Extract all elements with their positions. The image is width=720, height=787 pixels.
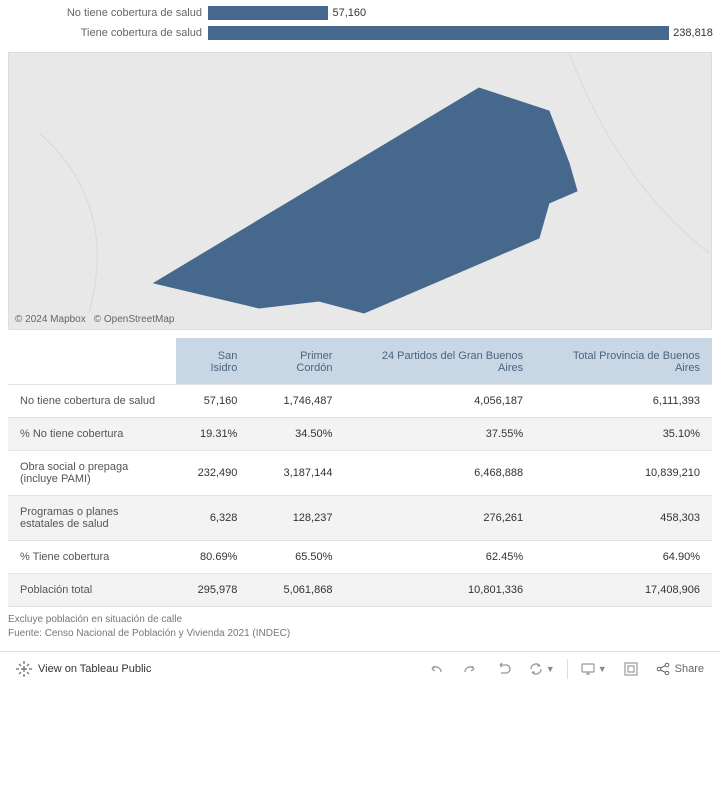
footer-note-1: Excluye población en situación de calle (8, 613, 712, 627)
table-cell: 6,111,393 (535, 384, 712, 417)
table-cell: 6,328 (176, 495, 249, 540)
table-cell: 3,187,144 (249, 450, 344, 495)
bar-row: No tiene cobertura de salud 57,160 (0, 4, 712, 22)
revert-button[interactable] (488, 655, 520, 683)
table-cell: 65.50% (249, 540, 344, 573)
redo-icon (462, 661, 478, 677)
table-cell: 34.50% (249, 417, 344, 450)
table-cell: 128,237 (249, 495, 344, 540)
share-button[interactable]: Share (649, 655, 710, 683)
revert-icon (496, 661, 512, 677)
table-column-header: 24 Partidos del Gran Buenos Aires (344, 338, 535, 384)
table-cell: 458,303 (535, 495, 712, 540)
table-cell: 4,056,187 (344, 384, 535, 417)
footer-notes: Excluye población en situación de calle … (8, 613, 712, 641)
table-row: % Tiene cobertura80.69%65.50%62.45%64.90… (8, 540, 712, 573)
chevron-down-icon: ▼ (598, 664, 607, 674)
table-cell: 19.31% (176, 417, 249, 450)
toolbar-separator (567, 659, 568, 679)
table-cell: 62.45% (344, 540, 535, 573)
map-panel[interactable]: © 2024 Mapbox© OpenStreetMap (8, 52, 712, 330)
table-cell: 64.90% (535, 540, 712, 573)
table-column-header: San Isidro (176, 338, 249, 384)
table-row: Programas o planes estatales de salud6,3… (8, 495, 712, 540)
bar-label: No tiene cobertura de salud (0, 7, 208, 19)
table-row-label: % Tiene cobertura (8, 540, 176, 573)
toolbar: View on Tableau Public ▼ ▼ Share (0, 651, 720, 687)
table-row-label: Obra social o prepaga (incluye PAMI) (8, 450, 176, 495)
table-row: Población total295,9785,061,86810,801,33… (8, 573, 712, 606)
bar-chart: No tiene cobertura de salud 57,160 Tiene c… (0, 0, 720, 48)
map-region-polygon (9, 53, 709, 330)
table-cell: 17,408,906 (535, 573, 712, 606)
chevron-down-icon: ▼ (546, 664, 555, 674)
table-cell: 6,468,888 (344, 450, 535, 495)
table-cell: 10,801,336 (344, 573, 535, 606)
table-cell: 80.69% (176, 540, 249, 573)
redo-button[interactable] (454, 655, 486, 683)
bar-track: 238,818 (208, 26, 712, 40)
bar-fill (208, 26, 669, 40)
table-column-header: Primer Cordón (249, 338, 344, 384)
refresh-icon (528, 661, 544, 677)
view-on-tableau-button[interactable]: View on Tableau Public (10, 655, 157, 683)
footer-note-2: Fuente: Censo Nacional de Población y Vi… (8, 627, 712, 641)
table-cell: 35.10% (535, 417, 712, 450)
data-table: San IsidroPrimer Cordón24 Partidos del G… (8, 338, 712, 607)
table-row-label: Programas o planes estatales de salud (8, 495, 176, 540)
map-attribution: © 2024 Mapbox© OpenStreetMap (15, 314, 183, 325)
bar-row: Tiene cobertura de salud 238,818 (0, 24, 712, 42)
table-row: Obra social o prepaga (incluye PAMI)232,… (8, 450, 712, 495)
table-column-header: Total Provincia de Buenos Aires (535, 338, 712, 384)
fullscreen-icon (623, 661, 639, 677)
device-icon (580, 661, 596, 677)
table-cell: 232,490 (176, 450, 249, 495)
table-cell: 5,061,868 (249, 573, 344, 606)
bar-label: Tiene cobertura de salud (0, 27, 208, 39)
table-cell: 276,261 (344, 495, 535, 540)
tableau-icon (16, 661, 32, 677)
share-icon (655, 661, 671, 677)
bar-value: 57,160 (328, 6, 366, 20)
table-row-label: Población total (8, 573, 176, 606)
table-row: % No tiene cobertura19.31%34.50%37.55%35… (8, 417, 712, 450)
table-corner (8, 338, 176, 384)
refresh-button[interactable]: ▼ (522, 655, 561, 683)
bar-track: 57,160 (208, 6, 712, 20)
table-cell: 295,978 (176, 573, 249, 606)
bar-value: 238,818 (669, 26, 713, 40)
undo-icon (428, 661, 444, 677)
table-cell: 37.55% (344, 417, 535, 450)
table-row-label: No tiene cobertura de salud (8, 384, 176, 417)
undo-button[interactable] (420, 655, 452, 683)
table-row-label: % No tiene cobertura (8, 417, 176, 450)
table-row: No tiene cobertura de salud57,1601,746,4… (8, 384, 712, 417)
table-cell: 10,839,210 (535, 450, 712, 495)
table-cell: 57,160 (176, 384, 249, 417)
bar-fill (208, 6, 328, 20)
fullscreen-button[interactable] (615, 655, 647, 683)
table-cell: 1,746,487 (249, 384, 344, 417)
device-preview-button[interactable]: ▼ (574, 655, 613, 683)
